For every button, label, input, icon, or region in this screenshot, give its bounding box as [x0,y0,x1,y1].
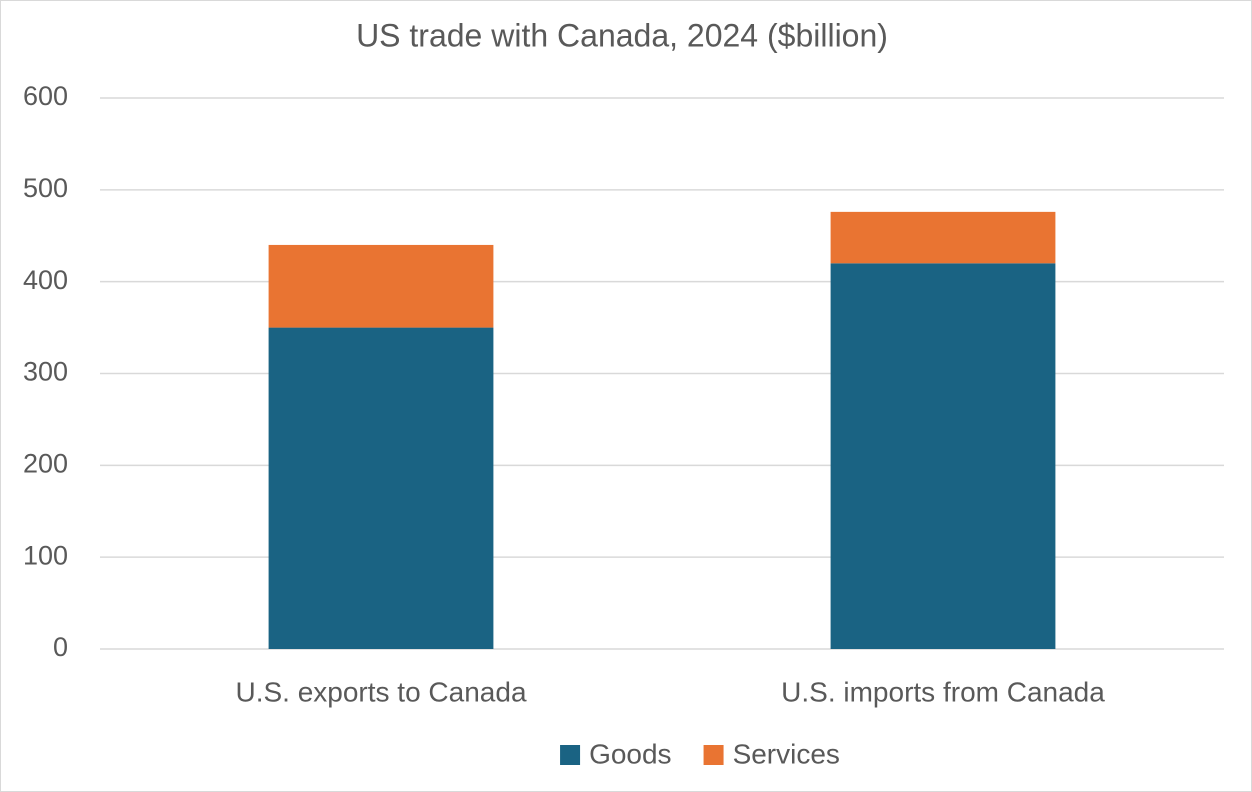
legend-swatch [560,745,581,765]
y-tick-label: 200 [23,448,68,478]
legend: Goods Services [560,738,840,769]
y-tick-label: 100 [23,540,68,570]
bar-segment [268,327,494,649]
x-tick-label: U.S. exports to Canada [235,676,526,707]
x-tick-label: U.S. imports from Canada [781,676,1105,707]
legend-swatch [703,745,724,765]
y-tick-label: 400 [23,265,68,295]
bar-segment [830,211,1056,264]
legend-label: Services [733,738,840,769]
y-tick-label: 600 [23,81,68,111]
chart-title: US trade with Canada, 2024 ($billion) [356,17,888,53]
legend-label: Goods [589,738,672,769]
y-tick-label: 300 [23,357,68,387]
bar-segment [830,263,1056,649]
y-tick-label: 0 [53,632,68,662]
bar-segment [268,244,494,328]
y-tick-label: 500 [23,173,68,203]
